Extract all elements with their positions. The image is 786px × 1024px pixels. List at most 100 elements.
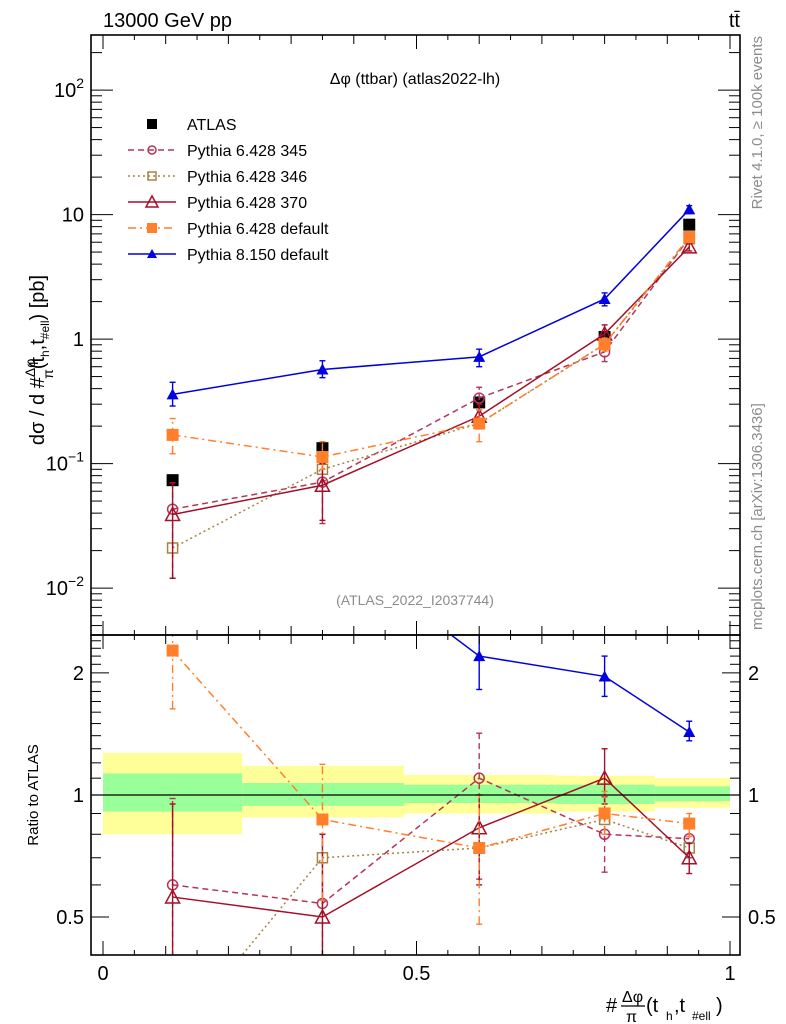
series-line — [172, 650, 690, 849]
ratio-y-axis-label: Ratio to ATLAS — [25, 744, 42, 845]
data-point — [683, 231, 696, 244]
data-point — [164, 888, 181, 904]
data-point — [164, 505, 181, 522]
data-point — [316, 532, 328, 543]
legend-label: Pythia 8.150 default — [187, 247, 329, 264]
svg-text:,t: ,t — [674, 995, 686, 1017]
series-pythia-8-150-default — [316, 532, 696, 742]
svg-text:): ) — [716, 995, 723, 1017]
data-point — [314, 908, 331, 924]
legend-label: Pythia 6.428 370 — [187, 195, 307, 212]
y-tick-label: 10−1 — [46, 449, 84, 476]
series-line — [241, 818, 690, 955]
x-axis-label: # Δφ π (t h ,t #ell ) — [606, 989, 723, 1024]
legend-item-pythia-6-428-370: Pythia 6.428 370 — [128, 194, 307, 212]
x-tick-label: 1 — [724, 963, 735, 985]
series-line — [172, 238, 690, 549]
svg-text:dσ / d #Δφπ(th,t#ell) [pb]: dσ / d #Δφ π(th,t#ell) [pb] — [22, 275, 56, 445]
ratio-y-tick-label: 1 — [73, 785, 84, 807]
main-y-axis-label: dσ / d #Δφ π(th,t#ell) [pb] — [22, 275, 56, 445]
svg-text:π: π — [626, 1009, 637, 1024]
header-process-label: tt̄ — [729, 10, 741, 32]
legend-item-pythia-6-428-345: Pythia 6.428 345 — [128, 143, 307, 160]
data-point — [473, 417, 486, 430]
data-point — [314, 476, 331, 492]
data-point — [316, 450, 329, 463]
axes: 0 0.5 1 10−2 10−1 1 10 102 0.5 0.5 1 1 2 2 — [46, 35, 776, 985]
ratio-panel-series — [164, 532, 698, 955]
data-point — [596, 769, 613, 785]
data-point — [166, 644, 179, 657]
legend-marker — [144, 194, 160, 208]
data-point — [316, 813, 329, 826]
header-energy-label: 13000 GeV pp — [103, 10, 232, 32]
mcplots-label: mcplots.cern.ch [arXiv:1306.3436] — [749, 403, 766, 630]
svg-text:#ell: #ell — [692, 1009, 711, 1023]
legend-item-pythia-6-428-default: Pythia 6.428 default — [128, 221, 329, 238]
analysis-id-annotation: (ATLAS_2022_I2037744) — [336, 592, 494, 608]
rivet-version-label: Rivet 4.1.0, ≥ 100k events — [749, 36, 766, 209]
y-tick-label: 1 — [73, 329, 84, 351]
legend-marker — [147, 249, 157, 258]
svg-text:Δφ: Δφ — [622, 989, 643, 1006]
data-point — [683, 218, 696, 231]
legend-marker — [147, 119, 157, 129]
data-point — [680, 849, 698, 865]
data-point — [598, 670, 611, 682]
y-tick-label: 102 — [54, 75, 84, 102]
series-line — [449, 635, 690, 733]
plot-title: Δφ (ttbar) (atlas2022-lh) — [330, 71, 500, 88]
svg-text:h: h — [666, 1009, 673, 1023]
y-tick-label: 10 — [62, 205, 84, 227]
series-pythia-6-428-default — [166, 231, 696, 470]
legend-label: ATLAS — [187, 117, 237, 134]
ratio-y-tick-label-right: 2 — [748, 663, 759, 685]
ratio-y-tick-label-right: 1 — [748, 785, 759, 807]
series-pythia-6-428-default — [166, 635, 696, 925]
data-point — [473, 841, 486, 854]
ratio-y-tick-label: 0.5 — [56, 907, 84, 929]
series-pythia-6-428-370 — [164, 238, 698, 579]
series-pythia-6-428-346 — [241, 813, 695, 955]
data-point — [473, 350, 486, 362]
series-line — [172, 237, 690, 510]
y-tick-label: 10−2 — [46, 573, 84, 600]
legend-label: Pythia 6.428 345 — [187, 143, 307, 160]
data-point — [598, 807, 611, 820]
legend-marker — [147, 171, 157, 181]
data-point — [683, 203, 696, 215]
legend-marker — [147, 145, 157, 155]
legend-item-pythia-6-428-346: Pythia 6.428 346 — [128, 169, 307, 186]
data-point — [473, 772, 485, 784]
data-point — [683, 725, 696, 737]
data-point — [166, 428, 179, 441]
legend-item-pythia-8-150-default: Pythia 8.150 default — [128, 247, 329, 264]
svg-text:#: # — [606, 995, 618, 1017]
data-point — [316, 363, 329, 375]
data-point — [166, 388, 179, 400]
series-pythia-8-150-default — [166, 203, 696, 407]
series-pythia-6-428-345 — [166, 231, 695, 579]
stat-uncertainty-band — [654, 786, 730, 802]
data-point — [683, 817, 696, 830]
ratio-y-tick-label: 2 — [73, 663, 84, 685]
legend-item-atlas: ATLAS — [147, 117, 237, 134]
data-point — [473, 650, 486, 662]
legend: ATLAS Pythia 6.428 345 Pythia 6.428 346 Pyt… — [128, 117, 329, 264]
series-line — [172, 246, 690, 516]
x-tick-label: 0 — [97, 963, 108, 985]
legend-label: Pythia 6.428 346 — [187, 169, 307, 186]
legend-marker — [147, 223, 157, 233]
data-point — [598, 292, 611, 304]
data-point — [680, 238, 698, 254]
uncertainty-bands — [103, 752, 730, 835]
ratio-y-tick-label-right: 0.5 — [748, 907, 776, 929]
series-pythia-6-428-346 — [166, 232, 695, 554]
x-tick-label: 0.5 — [403, 963, 431, 985]
data-point — [473, 392, 485, 404]
svg-text:(t: (t — [646, 995, 659, 1017]
data-point — [598, 338, 611, 351]
legend-label: Pythia 6.428 default — [187, 221, 329, 238]
main-panel-series — [164, 203, 698, 579]
